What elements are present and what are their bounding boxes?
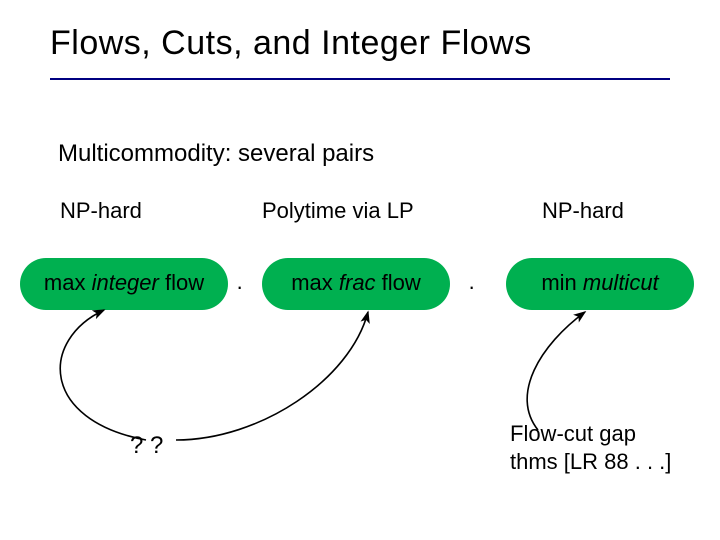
inequality-dot-1: · [236,274,243,300]
pill-left-pre: max [44,270,92,295]
pill-left-post: flow [159,270,204,295]
pill-mid-pre: max [291,270,339,295]
pill-right-it: multicut [583,270,659,295]
arrow-qq-to-mid [176,312,368,440]
gap-ref: LR 88 [570,449,629,474]
pill-frac-flow: max frac flow [262,258,450,310]
slide-title: Flows, Cuts, and Integer Flows [50,24,532,63]
gap-line2: thms [LR 88 . . .] [510,448,671,476]
gap-line2-post: . . .] [629,449,672,474]
pill-mid-it: frac [339,270,376,295]
arrow-gap-to-right [527,312,585,430]
pill-left-it: integer [92,270,159,295]
subtitle: Multicommodity: several pairs [58,140,374,168]
pill-mid-post: flow [376,270,421,295]
pill-multicut: min multicut [506,258,694,310]
arrow-qq-to-left [60,310,146,440]
col-label-left: NP-hard [60,198,142,224]
pill-right-pre: min [541,270,583,295]
flow-cut-gap-text: Flow-cut gap thms [LR 88 . . .] [510,420,671,475]
col-label-right: NP-hard [542,198,624,224]
title-underline [50,78,670,80]
question-marks: ? ? [130,432,163,460]
col-label-mid: Polytime via LP [262,198,414,224]
gap-line1: Flow-cut gap [510,420,671,448]
inequality-dot-2: · [468,274,475,300]
gap-line2-pre: thms [ [510,449,570,474]
pill-integer-flow: max integer flow [20,258,228,310]
